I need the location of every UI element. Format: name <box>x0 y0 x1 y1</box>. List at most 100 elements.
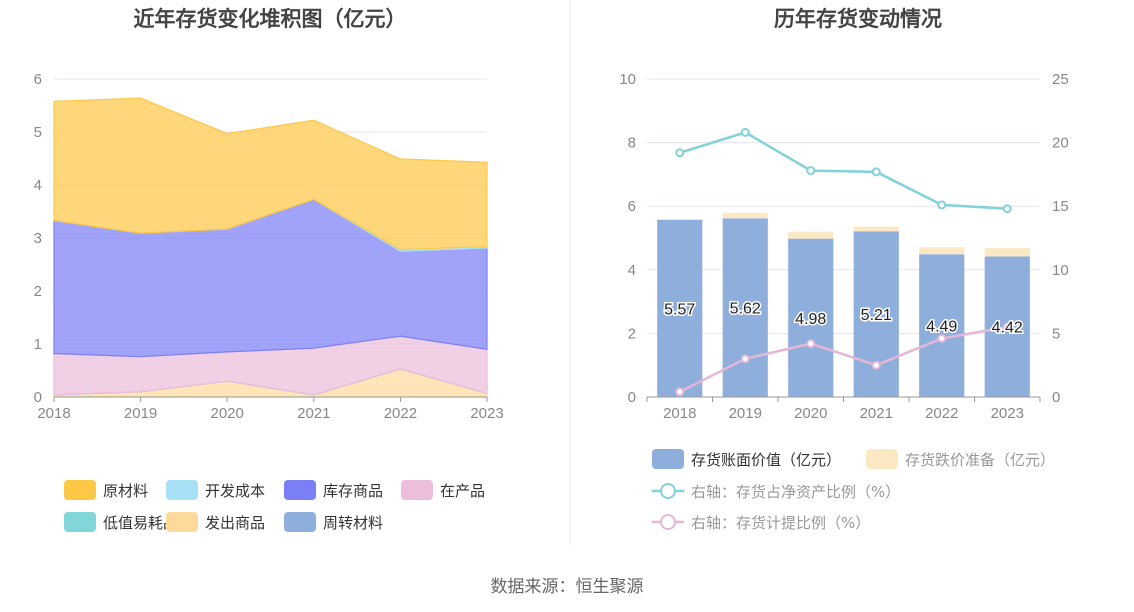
point-provision-line <box>871 360 881 370</box>
left-y-tick-label: 4 <box>34 177 42 194</box>
right-y-tick-label: 8 <box>628 135 636 152</box>
point-ratio-line <box>937 200 947 210</box>
bar-impairment <box>853 226 899 232</box>
legend-item-impairment[interactable]: 存货跌价准备（亿元） <box>866 449 1055 469</box>
left-areas <box>53 97 488 398</box>
point-provision-line <box>937 333 947 343</box>
right-y-tick-label: 6 <box>628 198 636 215</box>
bar-value-label: 4.98 <box>795 311 826 328</box>
data-source-label: 数据来源：恒生聚源 <box>491 577 644 597</box>
right-y2-tick-label: 15 <box>1052 198 1069 215</box>
legend-marker <box>660 483 676 499</box>
legend-label: 右轴：存货占净资产比例（%） <box>691 483 900 501</box>
legend-label: 存货账面价值（亿元） <box>691 451 841 469</box>
legend-swatch <box>652 449 684 469</box>
point-provision-line <box>1002 322 1012 332</box>
left-x-tick-label: 2021 <box>297 405 330 422</box>
left-y-tick-label: 5 <box>34 124 42 141</box>
left-x-tick-label: 2022 <box>384 405 417 422</box>
right-lines <box>675 127 1012 397</box>
legend-label: 低值易耗品 <box>103 514 178 532</box>
point-ratio-line <box>871 167 881 177</box>
legend-label: 在产品 <box>440 482 485 500</box>
legend-swatch <box>64 480 96 500</box>
right-y2-tick-label: 20 <box>1052 135 1069 152</box>
legend-item-raw-material[interactable]: 原材料 <box>64 480 148 500</box>
right-axis: 0 2 4 6 8 10 0 5 10 15 20 25 2018 2019 2020 2021 2022 202… <box>619 71 1068 422</box>
legend-label: 库存商品 <box>323 482 383 500</box>
point-ratio-line <box>740 127 750 137</box>
bar-book-value <box>919 254 965 397</box>
right-y-tick-label: 0 <box>628 389 636 406</box>
right-chart-title: 历年存货变动情况 <box>774 7 942 31</box>
left-x-tick-label: 2020 <box>211 405 244 422</box>
right-y-tick-label: 2 <box>628 325 636 342</box>
left-y-tick-label: 0 <box>34 389 42 406</box>
bar-impairment <box>788 231 834 239</box>
left-chart-title: 近年存货变化堆积图（亿元） <box>134 7 407 31</box>
legend-item-shipped-goods[interactable]: 发出商品 <box>166 512 265 532</box>
right-y2-tick-label: 5 <box>1052 325 1060 342</box>
right-x-tick-label: 2019 <box>729 405 762 422</box>
right-legend: 存货账面价值（亿元） 存货跌价准备（亿元） 右轴：存货占净资产比例（%） 右轴：存货计… <box>652 449 1055 532</box>
legend-item-wip[interactable]: 在产品 <box>401 480 485 500</box>
legend-item-provision-line[interactable]: 右轴：存货计提比例（%） <box>652 514 870 532</box>
legend-swatch <box>64 512 96 532</box>
legend-label: 原材料 <box>103 482 148 500</box>
legend-label: 发出商品 <box>205 514 265 532</box>
legend-item-low-value[interactable]: 低值易耗品 <box>64 512 178 532</box>
point-provision-line <box>806 339 816 349</box>
legend-item-book-value[interactable]: 存货账面价值（亿元） <box>652 449 841 469</box>
line-provision-line <box>679 325 1008 394</box>
legend-swatch <box>866 449 898 469</box>
legend-swatch <box>284 512 316 532</box>
area-raw-material <box>53 97 488 251</box>
point-ratio-line <box>806 166 816 176</box>
bar-impairment <box>722 212 768 219</box>
bar-impairment <box>919 247 965 255</box>
right-x-tick-label: 2022 <box>925 405 958 422</box>
legend-label: 右轴：存货计提比例（%） <box>691 514 870 532</box>
legend-swatch <box>284 480 316 500</box>
left-x-tick-label: 2019 <box>124 405 157 422</box>
point-provision-line <box>675 387 685 397</box>
left-y-tick-label: 6 <box>34 71 42 88</box>
right-y-tick-label: 10 <box>619 71 636 88</box>
legend-item-finished-goods[interactable]: 库存商品 <box>284 480 383 500</box>
bar-value-label: 4.49 <box>926 319 957 336</box>
bar-impairment <box>657 218 703 220</box>
point-provision-line <box>740 354 750 364</box>
bar-value-label: 5.21 <box>861 307 892 324</box>
right-bar-labels: 5.57 5.62 4.98 5.21 4.49 4.42 <box>663 299 1025 338</box>
left-axis: 0 1 2 3 4 5 6 2018 2019 2020 2021 2022 2023 <box>34 71 504 422</box>
bar-value-label: 4.42 <box>992 320 1023 337</box>
right-x-tick-label: 2018 <box>663 405 696 422</box>
point-ratio-line <box>675 148 685 158</box>
right-y-tick-label: 4 <box>628 262 636 279</box>
legend-item-turnover-material[interactable]: 周转材料 <box>284 512 383 532</box>
left-y-tick-label: 1 <box>34 336 42 353</box>
legend-swatch <box>166 480 198 500</box>
bar-impairment <box>984 248 1030 257</box>
right-y2-tick-label: 10 <box>1052 262 1069 279</box>
legend-label: 周转材料 <box>323 514 383 532</box>
bar-book-value <box>788 238 834 397</box>
left-y-tick-label: 2 <box>34 283 42 300</box>
left-x-tick-label: 2023 <box>470 405 503 422</box>
right-x-tick-label: 2021 <box>860 405 893 422</box>
bar-book-value <box>657 219 703 397</box>
left-y-tick-label: 3 <box>34 230 42 247</box>
legend-item-dev-cost[interactable]: 开发成本 <box>166 480 265 500</box>
right-y2-tick-label: 0 <box>1052 389 1060 406</box>
legend-swatch <box>166 512 198 532</box>
left-x-tick-label: 2018 <box>37 405 70 422</box>
line-ratio-line <box>679 131 1008 210</box>
right-y2-tick-label: 25 <box>1052 71 1069 88</box>
right-x-tick-label: 2023 <box>991 405 1024 422</box>
legend-label: 开发成本 <box>205 482 265 500</box>
legend-label: 存货跌价准备（亿元） <box>905 451 1055 469</box>
right-x-tick-label: 2020 <box>794 405 827 422</box>
legend-item-ratio-line[interactable]: 右轴：存货占净资产比例（%） <box>652 483 900 501</box>
